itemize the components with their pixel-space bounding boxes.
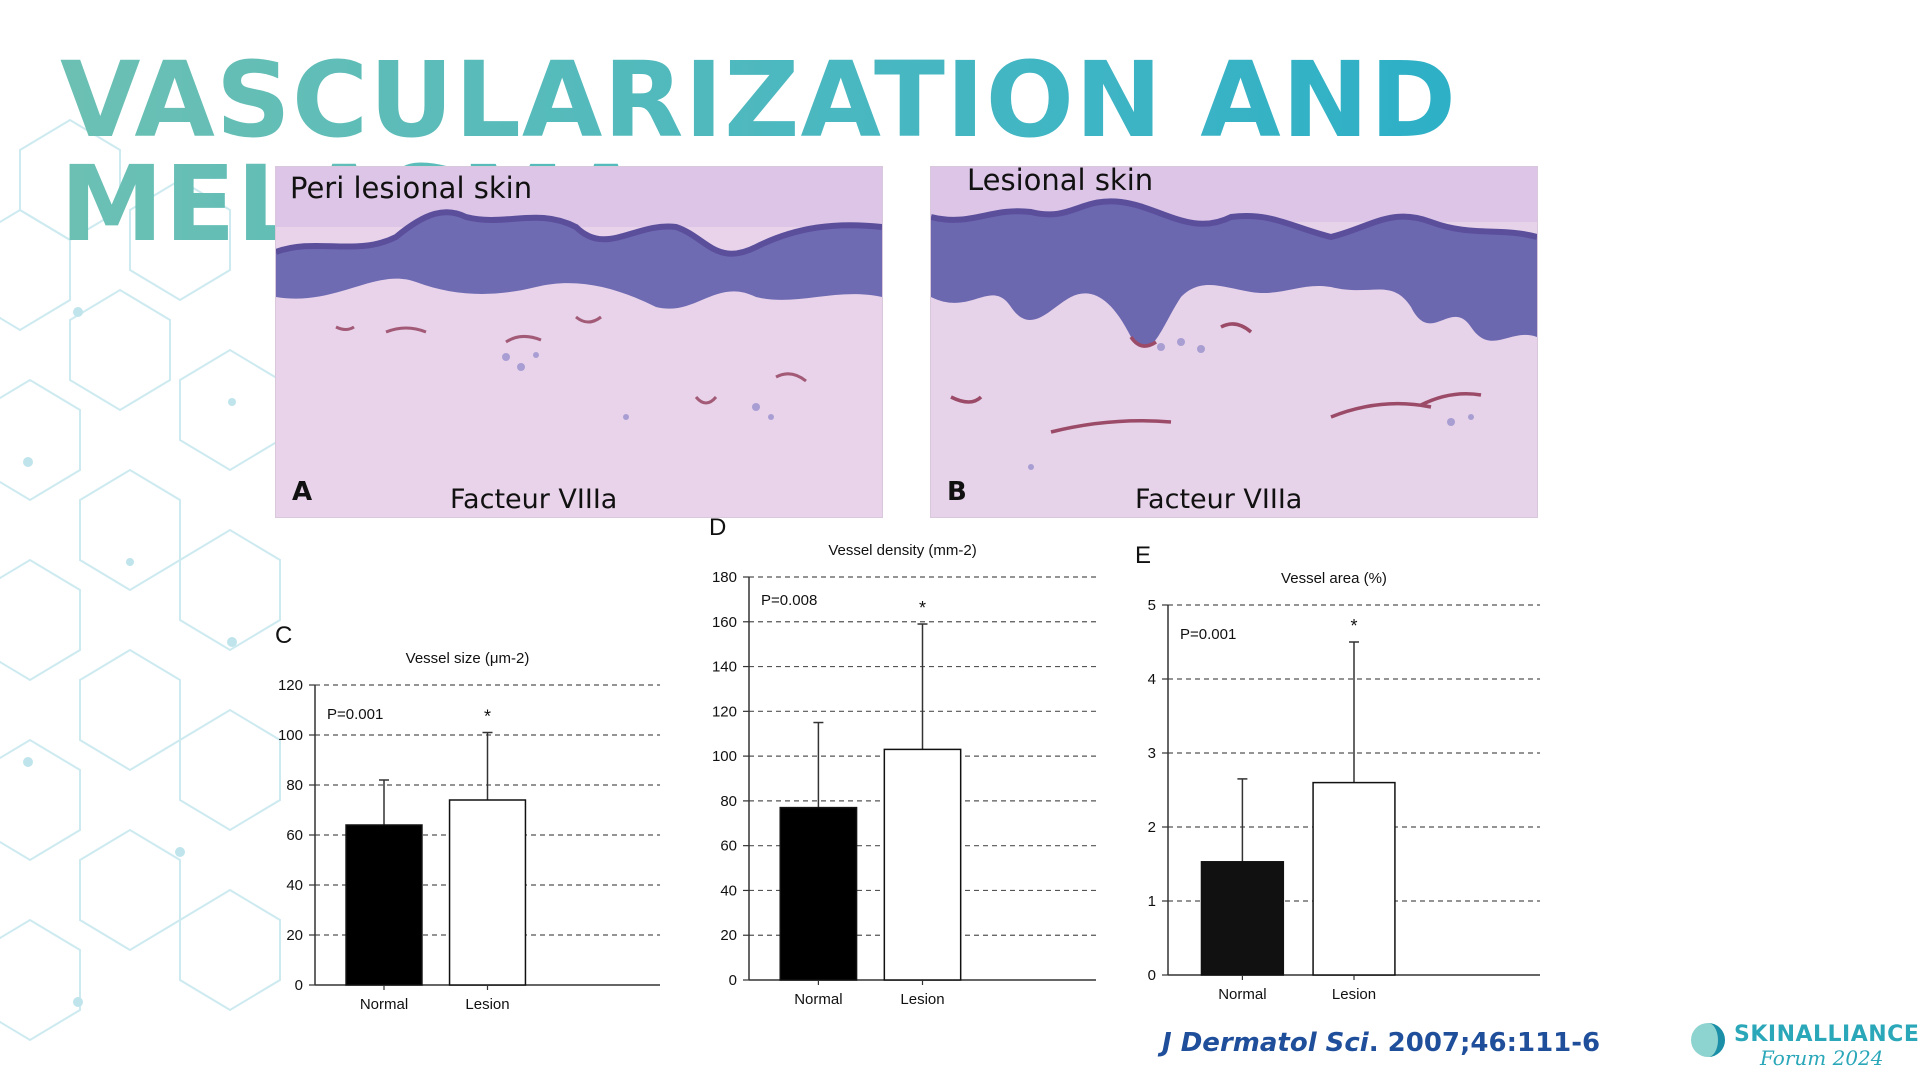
y-tick-label: 100 (712, 748, 737, 765)
brand-logo: SKINALLIANCE Forum 2024 (1688, 1018, 1919, 1070)
bar-lesion (448, 799, 527, 986)
bar-normal (779, 806, 858, 981)
y-tick-label: 0 (729, 972, 737, 989)
histology-image-perilesional: Peri lesional skin A Facteur VIIIa (275, 166, 883, 518)
stain-label-b: Facteur VIIIa (1135, 484, 1303, 515)
significance-marker: * (919, 598, 926, 618)
y-tick-label: 100 (278, 727, 303, 744)
histology-label-a: Peri lesional skin (290, 171, 533, 205)
y-tick-label: 140 (712, 659, 737, 676)
y-tick-label: 0 (295, 977, 303, 994)
y-tick-label: 180 (712, 569, 737, 586)
y-tick-label: 1 (1148, 893, 1156, 910)
y-tick-label: 60 (720, 838, 737, 855)
significance-marker: * (484, 707, 491, 727)
y-tick-label: 160 (712, 614, 737, 631)
histology-label-b: Lesional skin (967, 166, 1154, 197)
citation-details: . 2007;46:111-6 (1368, 1028, 1601, 1058)
chart-vessel-area: E Vessel area (%) 0 1 2 3 4 5 Normal Lesion * P=0.0… (1130, 542, 1550, 1015)
panel-letter: C (275, 622, 292, 649)
p-value-label: P=0.001 (1180, 626, 1236, 643)
x-tick-label: Lesion (465, 996, 509, 1013)
bar-lesion (883, 748, 962, 981)
chart-d-svg: D Vessel density (mm-2) 0 20 40 60 80 100 120 140… (709, 514, 1096, 1008)
y-tick-label: 80 (286, 777, 303, 794)
y-tick-label: 20 (286, 927, 303, 944)
x-tick-label: Normal (360, 996, 408, 1013)
histology-tissue-illustration (931, 167, 1537, 517)
panel-letter: D (709, 514, 726, 541)
brand-subtitle: Forum 2024 (1760, 1046, 1884, 1070)
chart-title: Vessel density (mm-2) (828, 542, 976, 559)
x-tick-label: Normal (794, 991, 842, 1008)
stain-label-a: Facteur VIIIa (450, 484, 618, 515)
hexagon-background-pattern (0, 118, 281, 1042)
panel-letter-b: B (947, 477, 967, 507)
y-tick-label: 40 (720, 882, 737, 899)
histology-tissue-illustration (276, 167, 882, 517)
x-tick-label: Lesion (1332, 986, 1376, 1003)
p-value-label: P=0.001 (327, 706, 383, 723)
panel-letter: E (1135, 542, 1151, 569)
bar-normal (345, 824, 423, 986)
y-tick-label: 60 (286, 827, 303, 844)
citation-journal: J Dermatol Sci (1162, 1028, 1369, 1058)
x-tick-label: Lesion (900, 991, 944, 1008)
significance-marker: * (1350, 616, 1357, 636)
y-tick-label: 80 (720, 793, 737, 810)
panel-letter-a: A (292, 477, 313, 507)
chart-vessel-size: C Vessel size (μm-2) 0 20 40 60 80 100 120 Normal… (270, 555, 670, 1015)
brand-name: SKINALLIANCE (1734, 1022, 1920, 1047)
chart-title: Vessel area (%) (1281, 570, 1387, 587)
chart-title: Vessel size (μm-2) (406, 650, 530, 667)
chart-c-svg: C Vessel size (μm-2) 0 20 40 60 80 100 120 Normal… (275, 622, 660, 1013)
y-tick-label: 120 (712, 703, 737, 720)
chart-e-svg: E Vessel area (%) 0 1 2 3 4 5 Normal Lesion * P=0.0… (1135, 542, 1540, 1003)
y-tick-label: 0 (1148, 967, 1156, 984)
citation: J Dermatol Sci. 2007;46:111-6 (1162, 1028, 1600, 1058)
y-tick-label: 2 (1148, 819, 1156, 836)
y-tick-label: 20 (720, 927, 737, 944)
chart-vessel-density: D Vessel density (mm-2) 0 20 40 60 80 100 120 140… (704, 514, 1104, 1015)
brand-leaf-icon (1691, 1023, 1725, 1057)
bar-lesion (1312, 781, 1396, 976)
x-tick-label: Normal (1218, 986, 1266, 1003)
y-tick-label: 3 (1148, 745, 1156, 762)
p-value-label: P=0.008 (761, 592, 817, 609)
y-tick-label: 5 (1148, 597, 1156, 614)
bar-normal (1200, 861, 1285, 976)
y-tick-label: 4 (1148, 671, 1156, 688)
y-tick-label: 120 (278, 677, 303, 694)
y-tick-label: 40 (286, 877, 303, 894)
histology-image-lesional: Lesional skin B Facteur VIIIa (930, 166, 1538, 518)
